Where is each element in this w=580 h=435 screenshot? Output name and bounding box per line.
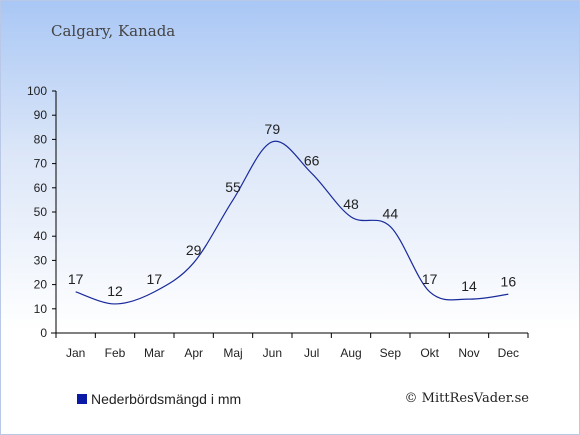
x-tick-label: Mar xyxy=(144,346,165,360)
data-label: 17 xyxy=(68,271,84,287)
data-label: 17 xyxy=(422,271,438,287)
series-line xyxy=(75,140,509,305)
y-tick-label: 70 xyxy=(34,157,48,171)
legend-label: Nederbördsmängd i mm xyxy=(91,391,242,407)
y-tick-label: 90 xyxy=(34,108,48,122)
y-tick-label: 30 xyxy=(34,253,48,267)
data-label: 29 xyxy=(186,242,202,258)
y-tick-label: 40 xyxy=(34,229,48,243)
x-tick-label: Jul xyxy=(304,346,319,360)
data-label: 12 xyxy=(107,283,123,299)
data-label: 16 xyxy=(501,273,517,289)
x-tick-label: Jan xyxy=(66,346,85,360)
x-tick-label: Okt xyxy=(420,346,439,360)
data-label: 66 xyxy=(304,152,320,168)
data-label: 14 xyxy=(461,278,477,294)
x-tick-label: Sep xyxy=(380,346,402,360)
y-tick-label: 50 xyxy=(34,205,48,219)
y-tick-label: 0 xyxy=(40,326,47,340)
y-tick-label: 80 xyxy=(34,132,48,146)
credit-text: © MittResVader.se xyxy=(404,391,529,406)
data-label: 55 xyxy=(225,179,241,195)
x-tick-label: Maj xyxy=(223,346,242,360)
data-label: 48 xyxy=(343,196,359,212)
data-label: 79 xyxy=(265,121,281,137)
chart-title: Calgary, Kanada xyxy=(51,22,176,40)
data-label: 44 xyxy=(383,206,399,222)
legend: Nederbördsmängd i mm xyxy=(77,391,241,407)
y-tick-label: 10 xyxy=(34,302,48,316)
y-tick-label: 20 xyxy=(34,278,48,292)
x-tick-label: Dec xyxy=(498,346,519,360)
x-tick-label: Jun xyxy=(263,346,282,360)
x-tick-label: Feb xyxy=(105,346,126,360)
x-tick-label: Aug xyxy=(340,346,361,360)
y-tick-label: 60 xyxy=(34,181,48,195)
legend-swatch xyxy=(77,394,87,404)
x-tick-label: Nov xyxy=(458,346,479,360)
x-tick-label: Apr xyxy=(184,346,203,360)
data-label: 17 xyxy=(147,271,163,287)
y-tick-label: 100 xyxy=(27,84,47,98)
